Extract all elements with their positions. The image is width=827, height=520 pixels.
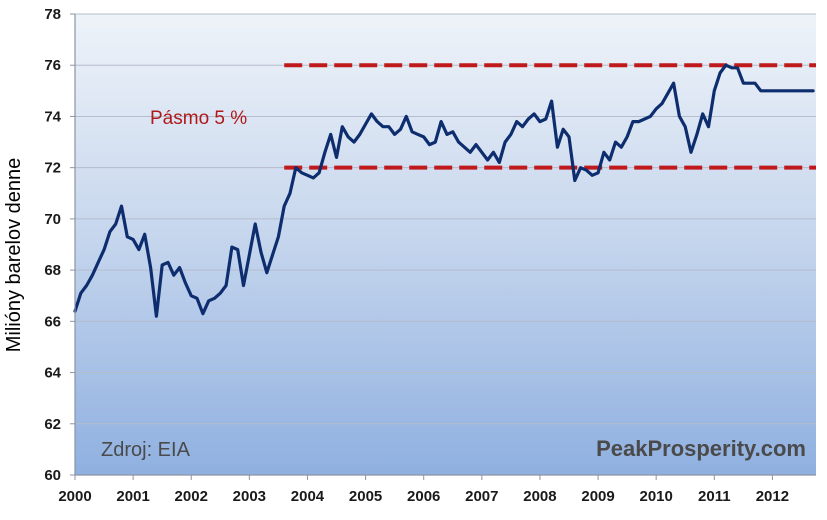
x-tick-labels: 2000 2001 2002 2003 2004 2005 2006 2007 2008 2009… (58, 488, 789, 505)
source-label: Zdroj: EIA (101, 439, 191, 461)
production-line (73, 63, 815, 318)
x-tick-label: 2010 (639, 488, 672, 505)
brand-watermark: PeakProsperity.com (596, 436, 806, 461)
x-tick-label: 2012 (756, 488, 789, 505)
y-tick-label: 74 (44, 108, 61, 125)
x-tick-label: 2007 (465, 488, 498, 505)
y-tick-label: 70 (44, 211, 61, 228)
y-tick-labels: 60 62 64 66 68 70 72 74 76 78 (44, 6, 61, 484)
y-tick-label: 68 (44, 262, 61, 279)
x-tick-label: 2001 (116, 488, 149, 505)
x-tick-label: 2005 (349, 488, 382, 505)
x-tick-label: 2003 (233, 488, 266, 505)
x-tick-label: 2009 (581, 488, 614, 505)
y-tick-label: 72 (44, 160, 61, 177)
y-tick-label: 66 (44, 313, 61, 330)
plot-background (75, 14, 816, 475)
x-tick-label: 2002 (175, 488, 208, 505)
band-label: Pásmo 5 % (150, 108, 247, 129)
y-tick-label: 78 (44, 6, 61, 23)
x-tick-label: 2006 (407, 488, 440, 505)
axes (70, 13, 816, 480)
band-lines (284, 63, 820, 177)
x-tick-label: 2011 (698, 488, 731, 505)
series-layer (73, 63, 815, 318)
y-tick-label: 64 (44, 365, 61, 382)
y-tick-label: 62 (44, 416, 61, 433)
x-tick-label: 2000 (58, 488, 91, 505)
y-tick-label: 76 (44, 57, 61, 74)
x-tick-label: 2004 (291, 488, 325, 505)
y-tick-label: 60 (44, 467, 61, 484)
x-tick-label: 2008 (523, 488, 556, 505)
y-axis-label: Milióny barelov denne (3, 158, 25, 353)
